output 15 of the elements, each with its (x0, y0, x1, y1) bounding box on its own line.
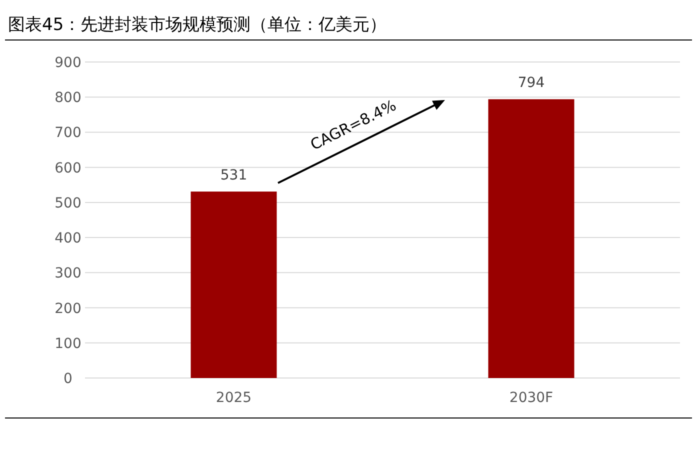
y-tick-label: 300 (54, 266, 82, 282)
y-tick-label: 100 (54, 336, 82, 352)
chart-title: 图表45：先进封装市场规模预测（单位：亿美元） (8, 15, 387, 35)
data-label: 531 (220, 168, 248, 184)
x-tick-label: 2030F (509, 390, 554, 406)
y-tick-label: 900 (54, 55, 82, 71)
y-tick-label: 200 (54, 300, 82, 317)
data-label: 794 (518, 75, 545, 92)
y-tick-label: 0 (64, 371, 72, 387)
y-tick-label: 500 (54, 195, 82, 212)
y-tick-label: 400 (54, 230, 82, 247)
x-tick-label: 2025 (216, 390, 252, 406)
y-tick-label: 800 (54, 90, 82, 106)
y-tick-label: 700 (54, 125, 82, 142)
y-tick-label: 600 (54, 160, 82, 176)
